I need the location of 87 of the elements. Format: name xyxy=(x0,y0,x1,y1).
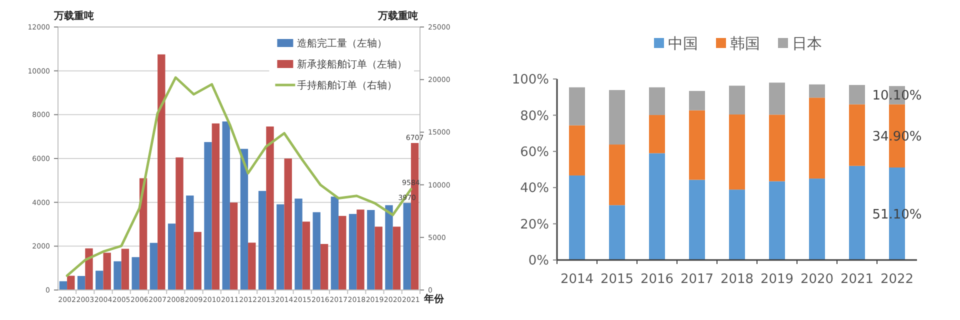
bar xyxy=(240,148,248,290)
x-tick-label: 2021 xyxy=(840,272,874,287)
bar xyxy=(103,252,111,290)
bar xyxy=(59,281,68,290)
bar xyxy=(809,84,825,98)
bar xyxy=(849,166,865,260)
bar xyxy=(769,114,785,182)
legend-label: 日本 xyxy=(792,34,822,53)
bar xyxy=(769,181,785,260)
bar xyxy=(132,257,140,290)
bar xyxy=(330,196,339,290)
bar xyxy=(649,153,665,260)
x-tick-label: 2020 xyxy=(800,272,834,287)
bar xyxy=(67,276,75,290)
bar xyxy=(212,123,220,290)
x-tick-label: 2015 xyxy=(600,272,634,287)
bar xyxy=(114,261,122,290)
bar xyxy=(729,86,745,114)
bar xyxy=(649,87,665,116)
bar xyxy=(569,175,585,260)
bar xyxy=(158,54,166,290)
bar xyxy=(204,142,212,290)
legend-label: 造船完工量（左轴） xyxy=(297,38,388,50)
bar xyxy=(85,248,93,290)
bar xyxy=(609,205,625,260)
bar xyxy=(168,224,176,290)
bar xyxy=(849,104,865,166)
y-tick-label: 40% xyxy=(520,181,549,196)
bar xyxy=(338,216,346,290)
x-tick-label: 2014 xyxy=(560,272,594,287)
bar xyxy=(302,222,310,290)
x-tick-label: 2016 xyxy=(640,272,674,287)
y-tick-label: 20% xyxy=(520,217,549,232)
bar xyxy=(385,205,393,290)
bar xyxy=(809,178,825,260)
legend-label: 新承接船舶订单（左轴） xyxy=(297,58,408,70)
bar xyxy=(194,232,202,290)
bar xyxy=(266,126,274,290)
x-tick-label: 2019 xyxy=(760,272,794,287)
bar xyxy=(729,114,745,190)
bar xyxy=(769,82,785,115)
data-label: 10.10% xyxy=(872,88,922,104)
bar xyxy=(729,190,745,260)
bar xyxy=(392,226,401,290)
bar xyxy=(849,84,865,104)
bar xyxy=(609,144,625,206)
bar xyxy=(689,110,705,180)
bar xyxy=(312,212,320,290)
bar xyxy=(569,87,585,126)
bar xyxy=(150,242,158,290)
bar xyxy=(248,242,256,290)
bar xyxy=(649,115,665,154)
bar xyxy=(294,198,302,290)
bar xyxy=(689,180,705,260)
bar xyxy=(569,125,585,176)
bar xyxy=(403,202,411,290)
bar xyxy=(609,90,625,145)
legend-label: 韩国 xyxy=(730,34,760,53)
x-tick-label: 2017 xyxy=(680,272,714,287)
bar xyxy=(276,204,284,290)
y-tick-label: 80% xyxy=(520,108,549,124)
y2-axis-title: 万载重吨 xyxy=(377,10,418,22)
bar xyxy=(258,190,266,290)
x-tick-label: 2018 xyxy=(720,272,754,287)
bar xyxy=(356,210,364,290)
bar xyxy=(186,196,194,290)
bar xyxy=(222,121,230,290)
bar xyxy=(320,244,328,290)
bar xyxy=(176,157,184,290)
y-tick-label: 100% xyxy=(512,72,549,88)
x-axis-title: 年份 xyxy=(423,293,445,305)
y-axis-title: 万载重吨 xyxy=(53,10,94,22)
x-tick-label: 2022 xyxy=(880,272,914,287)
y-tick-label: 0% xyxy=(528,254,549,269)
legend-label: 手持船舶订单（右轴） xyxy=(297,80,398,92)
bar xyxy=(367,210,375,290)
bar xyxy=(689,90,705,110)
bar xyxy=(230,202,238,290)
bar xyxy=(121,248,130,290)
y-tick-label: 60% xyxy=(520,144,549,160)
bar xyxy=(348,214,357,290)
legend-label: 中国 xyxy=(668,34,698,53)
bar xyxy=(374,226,382,290)
bar xyxy=(809,98,825,179)
bar xyxy=(284,158,292,290)
bar xyxy=(77,276,86,290)
bar xyxy=(96,270,104,290)
